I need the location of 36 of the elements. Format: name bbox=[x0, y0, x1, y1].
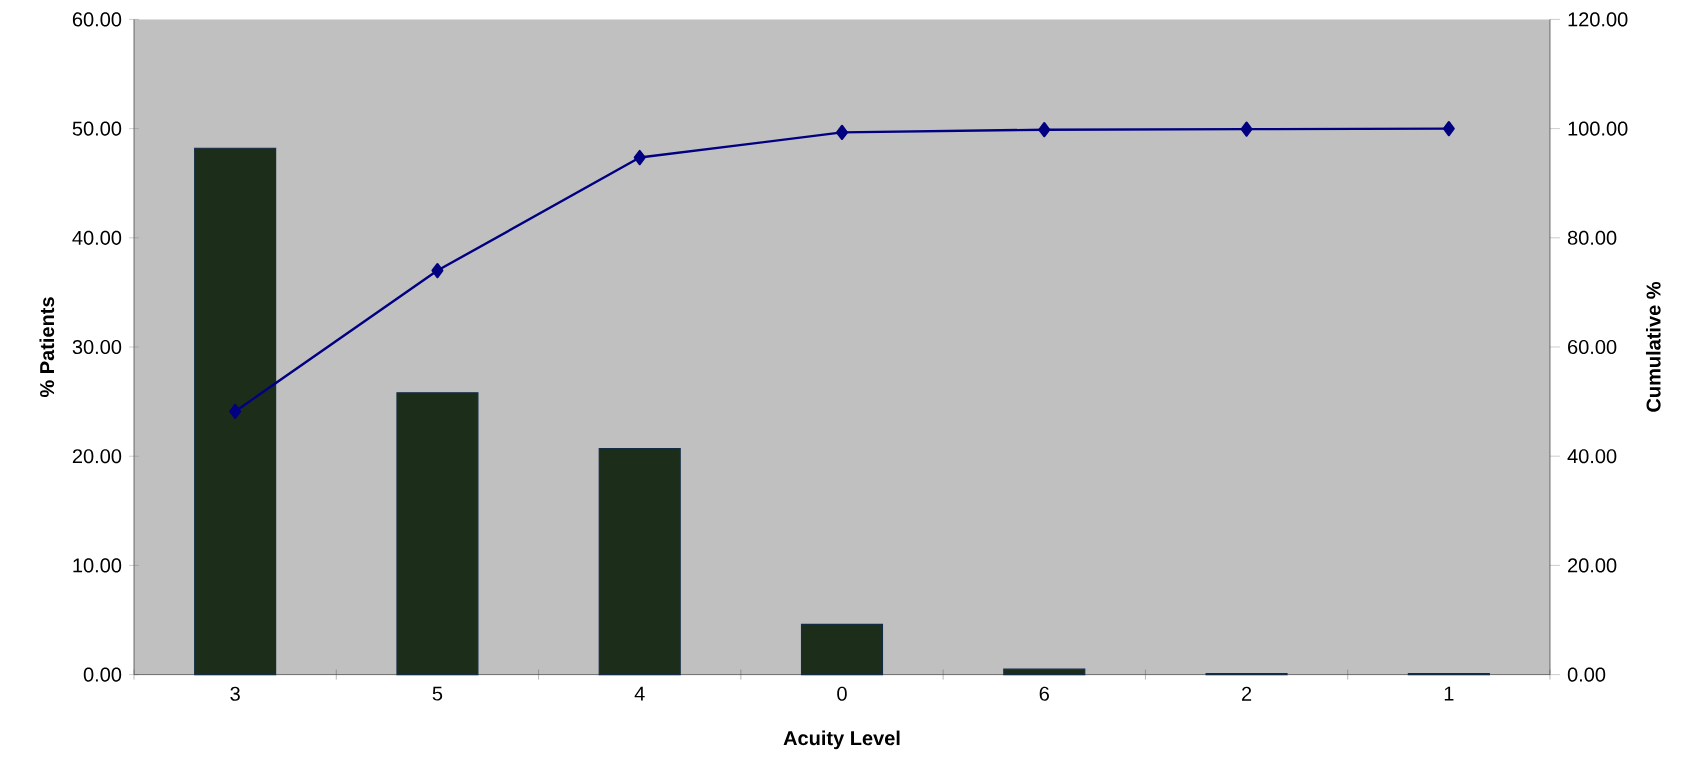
x-tick-label: 5 bbox=[432, 686, 443, 701]
x-tick-label: 1 bbox=[1444, 686, 1454, 701]
point bbox=[1240, 121, 1253, 137]
y-tick-label: 20.00 bbox=[72, 449, 122, 464]
bar bbox=[194, 147, 277, 676]
point bbox=[836, 124, 848, 141]
y-axis-title: % Patients bbox=[39, 297, 55, 398]
y-tick-label: 0.00 bbox=[83, 667, 122, 682]
point bbox=[431, 262, 444, 279]
y2-axis-title: Cumulative % bbox=[1645, 281, 1661, 412]
x-tick-label: 3 bbox=[230, 686, 240, 701]
x-tick-label: 4 bbox=[634, 686, 645, 701]
y2-tick-label: 120.00 bbox=[1568, 12, 1628, 27]
y2-tick-label: 60.00 bbox=[1568, 339, 1617, 355]
bar bbox=[800, 623, 884, 676]
x-tick-label: 6 bbox=[1039, 686, 1049, 701]
bar bbox=[1003, 668, 1086, 676]
y2-tick-label: 20.00 bbox=[1568, 558, 1617, 573]
point bbox=[229, 403, 242, 420]
y-tick-label: 60.00 bbox=[72, 12, 122, 27]
y2-tick-label: 0.00 bbox=[1567, 667, 1606, 682]
point bbox=[1038, 122, 1051, 138]
y2-tick-label: 100.00 bbox=[1568, 121, 1628, 136]
bar bbox=[598, 447, 681, 676]
x-axis-title: Acuity Level bbox=[783, 730, 900, 750]
bar bbox=[396, 392, 479, 676]
y-tick-label: 50.00 bbox=[72, 121, 122, 136]
y-tick-label: 30.00 bbox=[72, 339, 122, 355]
point bbox=[1442, 121, 1455, 137]
x-tick-label: 2 bbox=[1242, 686, 1252, 701]
x-tick-label: 0 bbox=[837, 686, 847, 701]
y-tick-label: 40.00 bbox=[72, 230, 122, 245]
y2-tick-label: 80.00 bbox=[1567, 230, 1617, 245]
y-tick-label: 10.00 bbox=[73, 558, 122, 573]
y2-tick-label: 40.00 bbox=[1567, 449, 1617, 464]
point bbox=[633, 149, 646, 166]
